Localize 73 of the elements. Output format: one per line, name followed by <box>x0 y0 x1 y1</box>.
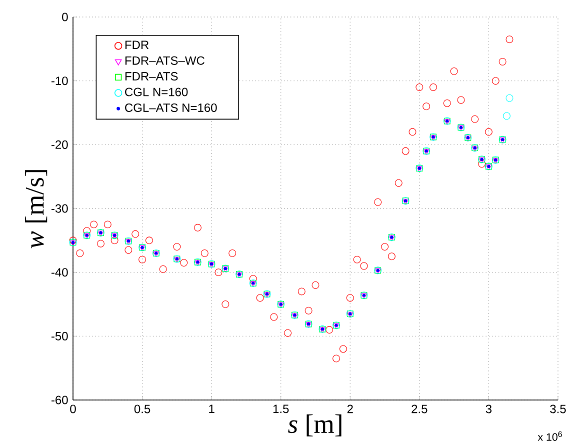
text: x 10$^{6}$ <box>538 431 562 441</box>
legend-label: CGL N=160 <box>125 88 188 96</box>
point <box>256 294 264 302</box>
x-axis-title: s [m] <box>288 414 342 436</box>
y-tick-label: -40 <box>51 268 68 276</box>
point <box>457 96 465 104</box>
point <box>450 67 458 75</box>
point <box>339 345 347 353</box>
y-tick-label: -20 <box>51 140 68 149</box>
point <box>214 268 222 276</box>
point <box>353 256 361 264</box>
point <box>416 83 424 91</box>
point <box>132 230 140 238</box>
point <box>110 236 118 244</box>
y-tick-label: 0 <box>62 12 68 22</box>
x-tick-label: 1.5 <box>273 404 289 413</box>
point <box>200 249 208 257</box>
point <box>96 240 104 248</box>
point <box>326 326 334 334</box>
point <box>76 249 84 257</box>
point <box>506 35 514 43</box>
point <box>381 242 389 250</box>
point <box>173 242 181 250</box>
point <box>443 99 451 107</box>
point <box>332 354 340 362</box>
point <box>492 76 500 84</box>
point <box>104 220 112 228</box>
x-tick-label: 2.5 <box>412 404 428 414</box>
point <box>228 249 236 257</box>
x-tick-label: 0 <box>70 404 76 414</box>
x-tick-label: 3.5 <box>550 404 566 414</box>
x-tick-label: 1 <box>209 404 214 413</box>
point <box>304 306 312 314</box>
point <box>408 128 416 136</box>
y-tick-label: -30 <box>51 204 68 213</box>
x-tick-label: 3 <box>486 404 492 414</box>
y-tick-label: -10 <box>51 76 68 85</box>
y-axis-title: w [m/s] <box>25 170 48 248</box>
point <box>471 115 479 123</box>
point <box>124 246 132 254</box>
point <box>374 198 382 206</box>
point <box>478 160 486 168</box>
point <box>388 252 396 260</box>
point <box>502 112 510 120</box>
point <box>83 226 91 234</box>
legend-label: FDR–ATS <box>125 72 178 80</box>
point <box>145 236 153 244</box>
legend-label: FDR–ATS–WC <box>125 56 204 65</box>
point <box>422 102 430 110</box>
y-tick-label: -50 <box>51 332 68 340</box>
point <box>312 281 320 289</box>
point <box>402 147 410 155</box>
point <box>222 300 230 308</box>
point <box>138 256 146 264</box>
point <box>506 94 514 102</box>
point <box>298 288 306 296</box>
point <box>498 58 506 66</box>
x-tick-label: 2 <box>347 404 353 413</box>
point <box>484 128 492 136</box>
point <box>180 258 188 266</box>
point <box>194 224 202 232</box>
legend-label: CGL–ATS N=160 <box>125 103 217 112</box>
point <box>430 83 438 91</box>
point <box>270 313 278 321</box>
point <box>90 220 98 228</box>
point <box>346 294 354 302</box>
legend-label: FDR <box>125 40 149 49</box>
x-tick-label: 0.5 <box>134 404 150 414</box>
y-tick-label: -60 <box>51 396 68 404</box>
point <box>284 329 292 337</box>
point <box>159 265 167 273</box>
point <box>394 179 402 187</box>
point <box>360 262 368 270</box>
